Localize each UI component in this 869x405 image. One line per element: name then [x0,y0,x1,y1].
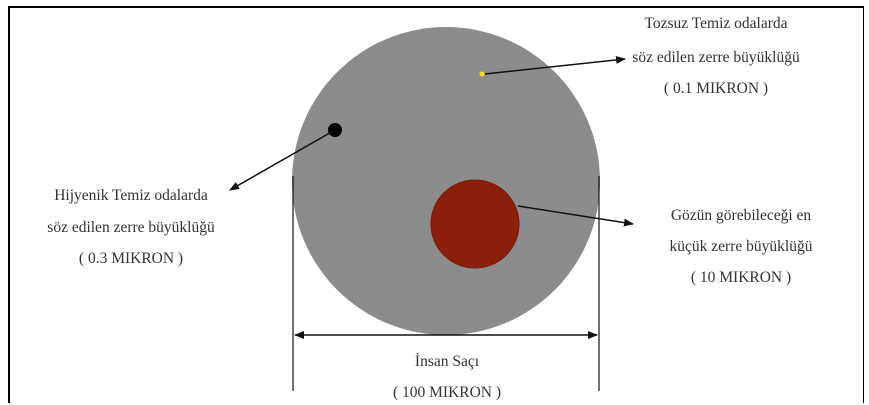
dustfree-particle-dot [479,71,485,77]
visible-particle-circle [430,179,520,269]
visible-label-line2: küçük zerre büyüklüğü [670,238,813,255]
visible-leader-arrow [517,205,634,227]
hygienic-label-line2: söz edilen zerre büyüklüğü [47,219,215,236]
hair-label-line1: İnsan Saçı [415,353,480,370]
visible-label-line1: Gözün görebileceği en [671,207,812,224]
human-hair-circle [292,27,600,335]
dustfree-label-line2: söz edilen zerre büyüklüğü [632,49,800,66]
dustfree-leader-arrow [484,55,626,75]
hygienic-leader-arrow [229,129,336,191]
dustfree-label-line1: Tozsuz Temiz odalarda [644,15,787,32]
hair-label-size: ( 100 MIKRON ) [393,384,501,401]
particle-size-diagram: Tozsuz Temiz odalarda söz edilen zerre b… [8,6,864,403]
diagram-canvas: Tozsuz Temiz odalarda söz edilen zerre b… [47,15,813,401]
hygienic-label-size: ( 0.3 MIKRON ) [79,250,183,267]
visible-label-size: ( 10 MIKRON ) [691,269,791,286]
dustfree-label-size: ( 0.1 MIKRON ) [664,80,768,97]
hygienic-label-line1: Hijyenik Temiz odalarda [54,187,208,204]
